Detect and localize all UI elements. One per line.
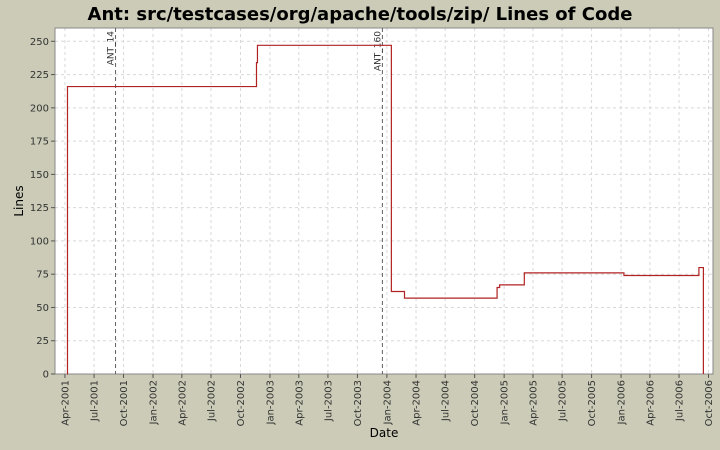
y-tick-label: 200	[30, 103, 49, 114]
x-tick-label: Jul-2006	[675, 380, 686, 422]
y-tick-label: 250	[30, 37, 49, 48]
x-tick-label: Oct-2003	[353, 380, 364, 426]
x-tick-label: Jan-2006	[617, 380, 628, 425]
x-tick-label: Jan-2003	[265, 380, 276, 425]
x-tick-label: Apr-2002	[177, 380, 188, 426]
x-tick-label: Apr-2006	[645, 380, 656, 426]
x-tick-label: Jan-2004	[382, 380, 393, 425]
plot-border	[54, 27, 714, 375]
y-tick-label: 0	[43, 370, 49, 381]
x-tick-label: Apr-2003	[294, 380, 305, 426]
x-tick-label: Jan-2002	[149, 380, 160, 425]
x-tick-label: Jul-2002	[207, 380, 218, 422]
x-tick-label: Jul-2001	[90, 380, 101, 422]
marker-label: ANT_14	[107, 31, 117, 66]
x-tick-label: Apr-2001	[60, 380, 71, 426]
x-tick-label: Oct-2001	[119, 380, 130, 426]
x-tick-label: Oct-2004	[470, 380, 481, 426]
y-tick-label: 100	[30, 236, 49, 247]
x-tick-label: Jan-2005	[500, 380, 511, 425]
x-axis-label: Date	[370, 426, 399, 440]
x-tick-label: Jul-2004	[441, 380, 452, 422]
x-tick-label: Apr-2004	[412, 380, 423, 426]
marker-label: ANT_160	[373, 31, 383, 71]
y-tick-label: 75	[36, 270, 49, 281]
chart-title: Ant: src/testcases/org/apache/tools/zip/…	[87, 4, 633, 25]
x-tick-label: Oct-2005	[587, 380, 598, 426]
x-tick-label: Jul-2005	[558, 380, 569, 422]
x-tick-label: Jul-2003	[323, 380, 334, 422]
y-axis-label: Lines	[12, 185, 26, 216]
y-tick-label: 50	[36, 303, 49, 314]
plot-area	[55, 28, 713, 374]
y-tick-label: 225	[30, 70, 49, 81]
y-tick-label: 25	[36, 336, 49, 347]
y-tick-label: 175	[30, 137, 49, 148]
x-tick-label: Oct-2006	[704, 380, 715, 426]
y-tick-label: 150	[30, 170, 49, 181]
x-tick-label: Oct-2002	[236, 380, 247, 426]
y-tick-label: 125	[30, 203, 49, 214]
series-line	[66, 44, 704, 375]
x-tick-label: Apr-2005	[528, 380, 539, 426]
